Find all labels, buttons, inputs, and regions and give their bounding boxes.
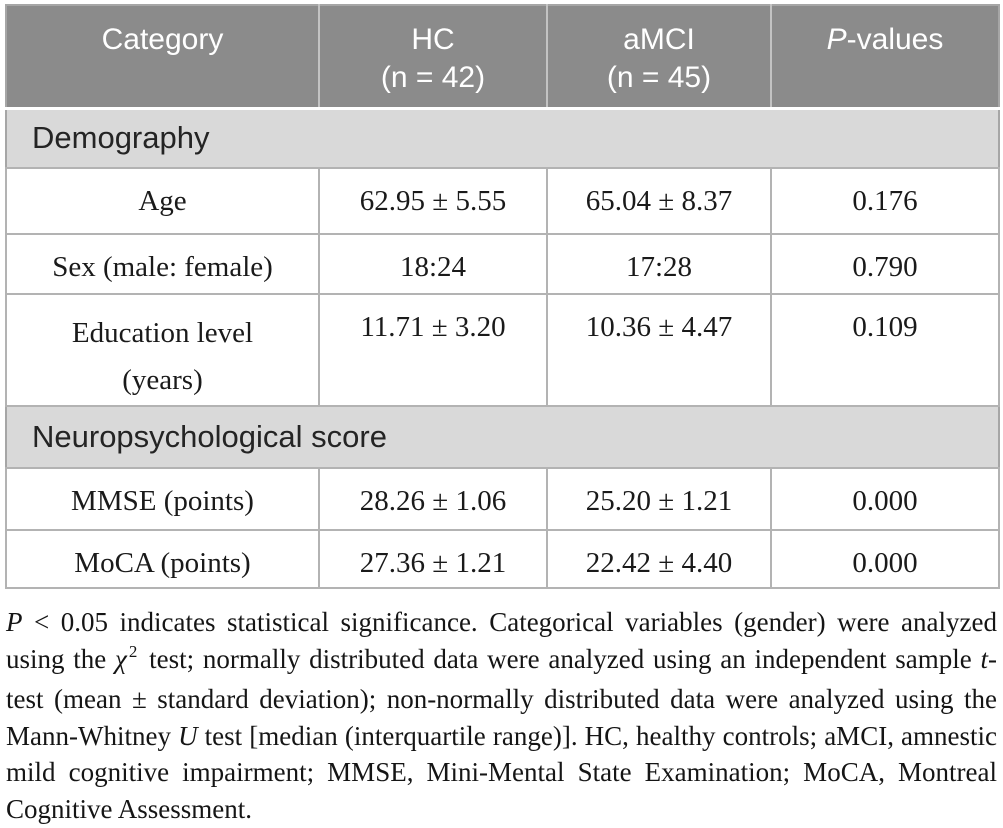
cell-age-amci: 65.04 ± 8.37 (546, 167, 772, 235)
row-label-education-line2: (years) (122, 364, 203, 396)
row-label-education: Education level (years) (5, 293, 320, 407)
pvalues-suffix: -values (846, 23, 944, 56)
table-header-row: Category HC (n = 42) aMCI (n = 45) P-val… (6, 5, 999, 110)
table-row-education: Education level (years) 11.71 ± 3.20 10.… (5, 293, 1000, 407)
row-label-sex: Sex (male: female) (5, 233, 320, 295)
cell-education-amci: 10.36 ± 4.47 (546, 293, 772, 407)
section-header-demography: Demography (6, 107, 999, 169)
cell-mmse-amci: 25.20 ± 1.21 (546, 467, 772, 531)
table-row-sex: Sex (male: female) 18:24 17:28 0.790 (5, 233, 1000, 295)
footnote-part3: -test (mean ± standard deviation); non-n… (6, 643, 998, 751)
row-label-moca: MoCA (points) (5, 529, 320, 589)
column-header-amci: aMCI (n = 45) (547, 5, 772, 110)
cell-age-pvalue: 0.176 (770, 167, 1000, 235)
column-header-hc-label: HC (411, 23, 455, 56)
cell-moca-amci: 22.42 ± 4.40 (546, 529, 772, 589)
demographics-table: Category HC (n = 42) aMCI (n = 45) P-val… (5, 4, 1000, 589)
row-label-age: Age (5, 167, 320, 235)
row-label-education-line1: Education level (71, 317, 254, 349)
table-row-moca: MoCA (points) 27.36 ± 1.21 22.42 ± 4.40 … (5, 529, 1000, 589)
cell-age-hc: 62.95 ± 5.55 (318, 167, 548, 235)
cell-education-pvalue: 0.109 (770, 293, 1000, 407)
chi-superscript: 2 (128, 641, 138, 661)
table-row-age: Age 62.95 ± 5.55 65.04 ± 8.37 0.176 (5, 167, 1000, 235)
footnote-part1: < 0.05 indicates statistical significanc… (6, 607, 997, 674)
cell-mmse-hc: 28.26 ± 1.06 (318, 467, 548, 531)
cell-sex-amci: 17:28 (546, 233, 772, 295)
row-label-mmse: MMSE (points) (5, 467, 320, 531)
column-header-pvalues-label: P-values (773, 21, 997, 59)
footnote-part4: test [median (interquartile range)]. HC,… (6, 720, 998, 824)
chi-symbol: χ (115, 643, 127, 674)
footnote-t-symbol: t (980, 643, 989, 674)
column-header-pvalues: P-values (771, 5, 999, 110)
cell-sex-pvalue: 0.790 (770, 233, 1000, 295)
section-header-neuropsychological: Neuropsychological score (6, 405, 999, 469)
cell-mmse-pvalue: 0.000 (770, 467, 1000, 531)
pvalues-p-symbol: P (826, 23, 847, 56)
cell-moca-hc: 27.36 ± 1.21 (318, 529, 548, 589)
column-header-amci-n: (n = 45) (606, 61, 712, 94)
table-footnote: P < 0.05 indicates statistical significa… (5, 604, 998, 827)
cell-moca-pvalue: 0.000 (770, 529, 1000, 589)
footnote-part2: test; normally distributed data were ana… (149, 643, 981, 674)
column-header-amci-label: aMCI (623, 23, 695, 56)
column-header-hc-n: (n = 42) (380, 61, 486, 94)
column-header-hc: HC (n = 42) (319, 5, 548, 110)
footnote-u-symbol: U (178, 720, 198, 751)
footnote-p-symbol: P (6, 607, 23, 637)
table-row-mmse: MMSE (points) 28.26 ± 1.06 25.20 ± 1.21 … (5, 467, 1000, 531)
column-header-category: Category (6, 5, 320, 110)
section-row-demography: Demography (6, 107, 999, 169)
column-header-category-label: Category (101, 23, 224, 56)
cell-sex-hc: 18:24 (318, 233, 548, 295)
cell-education-hc: 11.71 ± 3.20 (318, 293, 548, 407)
section-row-neuropsychological: Neuropsychological score (6, 405, 999, 469)
